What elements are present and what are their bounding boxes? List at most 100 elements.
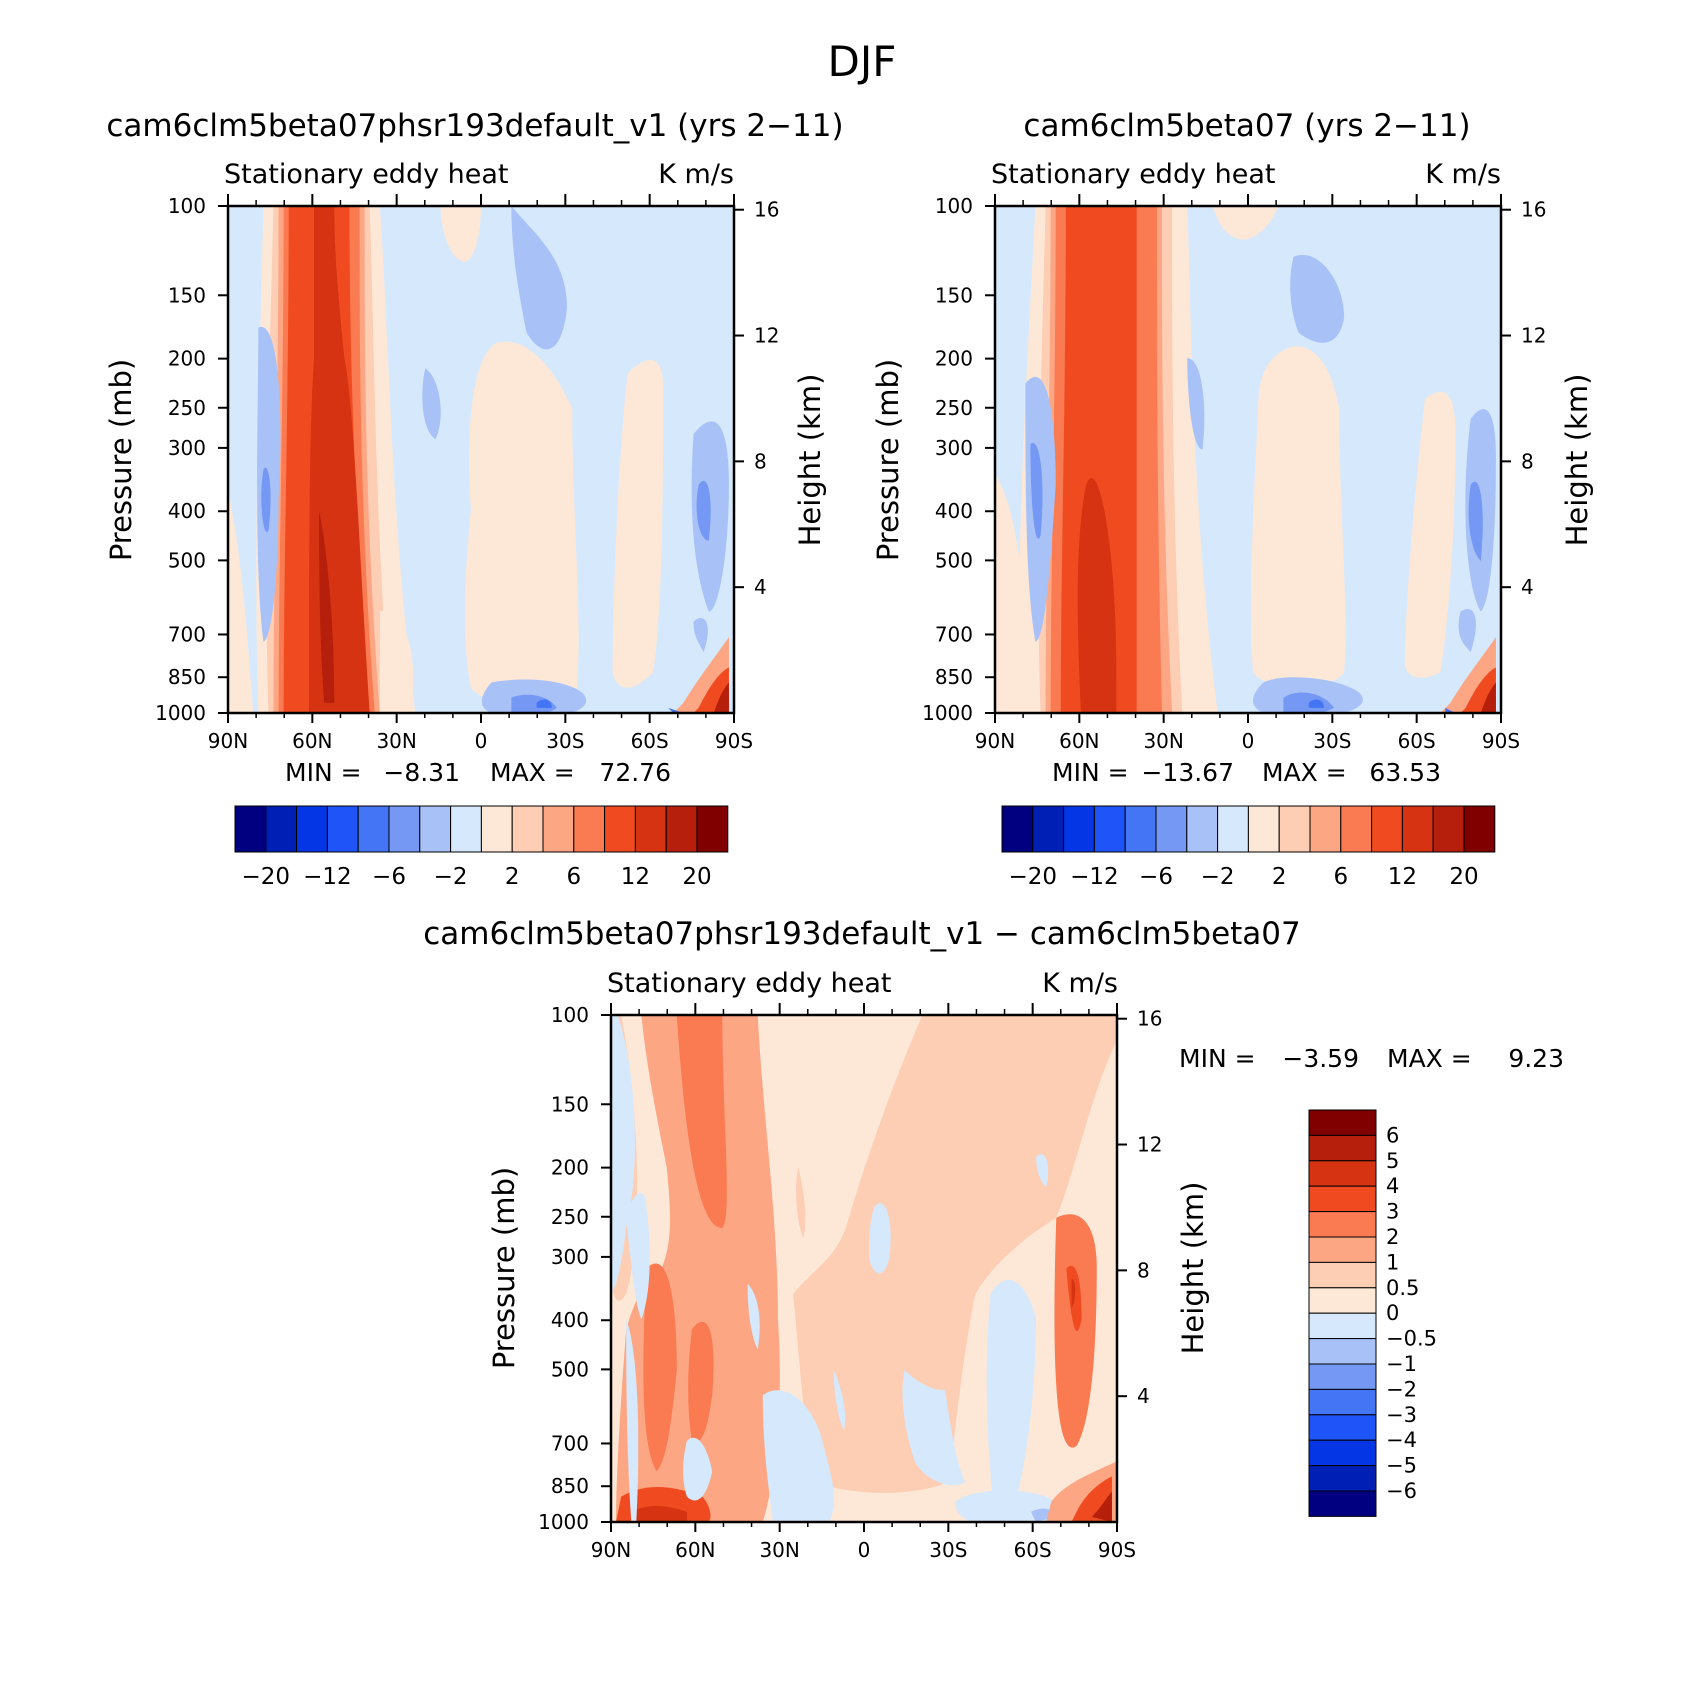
y-tick-label: 700 <box>935 622 973 646</box>
contour-region <box>611 1015 636 1294</box>
colorbar-swatch <box>1308 1134 1377 1162</box>
contour-region <box>796 1167 806 1239</box>
colorbar-swatch <box>634 805 667 853</box>
colorbar-tick-label: −3 <box>1386 1403 1417 1427</box>
height-tick-label: 4 <box>754 575 767 599</box>
y-tick-label: 400 <box>935 499 973 523</box>
panel-right-subtitle: K m/s <box>1042 968 1118 999</box>
contour-region <box>693 617 708 653</box>
colorbar-swatch <box>1371 805 1403 853</box>
x-tick-label: 30S <box>546 729 584 753</box>
contour-plot-area <box>228 206 734 713</box>
colorbar-swatch <box>1308 1109 1377 1136</box>
x-tick-label: 0 <box>858 1538 871 1562</box>
colorbar-swatch <box>357 805 390 853</box>
contour-region <box>1468 481 1483 561</box>
y-tick-label: 150 <box>551 1092 589 1116</box>
colorbar-tick-label: −6 <box>1139 864 1173 890</box>
contour-region <box>902 1369 966 1486</box>
y-tick-label: 250 <box>551 1205 589 1229</box>
contour-region <box>1071 1278 1076 1310</box>
height-tick-label: 12 <box>1521 324 1546 348</box>
y-axis-right-label: Height (km) <box>1560 374 1594 547</box>
colorbar-swatch <box>1308 1312 1377 1340</box>
contour-region <box>1250 346 1346 688</box>
colorbar-swatch <box>665 805 698 853</box>
colorbar-tick-label: 0.5 <box>1386 1276 1419 1300</box>
max-value: 72.76 <box>599 758 671 787</box>
contour-region <box>1091 1491 1112 1522</box>
colorbar-swatch <box>1308 1465 1377 1492</box>
contour-region <box>1308 699 1324 708</box>
contour-region <box>1077 478 1117 713</box>
colorbar-tick-label: 2 <box>1272 864 1287 890</box>
contour-region <box>626 1192 650 1320</box>
colorbar-swatch <box>1308 1211 1377 1238</box>
colorbar-swatch <box>1093 805 1126 853</box>
max-label: MAX = <box>1387 1044 1472 1073</box>
contour-region <box>631 1506 687 1522</box>
colorbar: −20 −12 −6 −2 2 6 12 20 <box>1001 805 1496 890</box>
contour-region <box>612 359 664 688</box>
contour-region <box>319 510 335 703</box>
y-tick-label: 1000 <box>155 701 206 725</box>
contour-region <box>713 682 729 713</box>
contour-region <box>1212 206 1279 240</box>
contour-region <box>833 1369 846 1431</box>
height-tick-label: 16 <box>1137 1007 1162 1031</box>
height-tick-label: 4 <box>1521 575 1534 599</box>
y-tick-label: 150 <box>935 283 973 307</box>
max-value: 63.53 <box>1369 758 1441 787</box>
height-tick-label: 12 <box>754 324 779 348</box>
contour-region <box>511 206 568 350</box>
colorbar-swatch <box>542 805 575 853</box>
panel-right-subtitle: K m/s <box>658 159 734 190</box>
height-tick-label: 4 <box>1137 1384 1150 1408</box>
y-tick-label: 700 <box>168 622 206 646</box>
x-tick-label: 30N <box>1143 729 1183 753</box>
contour-region <box>841 1314 851 1381</box>
height-tick-label: 8 <box>1137 1258 1150 1282</box>
y-tick-label: 300 <box>935 436 973 460</box>
panel-left-subtitle: Stationary eddy heat <box>607 968 892 999</box>
colorbar-tick-label: 2 <box>1386 1225 1399 1249</box>
contour-region <box>747 1283 760 1350</box>
colorbar-swatch <box>480 805 513 853</box>
colorbar-swatch <box>1308 1261 1377 1289</box>
height-tick-label: 16 <box>1521 198 1546 222</box>
y-tick-label: 400 <box>168 499 206 523</box>
x-tick-label: 30N <box>759 1538 799 1562</box>
colorbar-swatch <box>265 805 298 853</box>
colorbar-swatch <box>1309 805 1342 853</box>
colorbar-tick-label: −0.5 <box>1386 1327 1437 1351</box>
max-label: MAX = <box>1262 758 1347 787</box>
x-tick-label: 60N <box>292 729 332 753</box>
contour-region <box>261 467 271 533</box>
contour-region <box>696 480 711 541</box>
y-tick-label: 250 <box>168 396 206 420</box>
colorbar-swatch <box>1186 805 1219 853</box>
panel-title: cam6clm5beta07 (yrs 2−11) <box>1023 108 1470 144</box>
y-tick-label: 100 <box>168 194 206 218</box>
contour-region <box>688 1321 714 1442</box>
colorbar-swatch <box>1308 1236 1377 1263</box>
colorbar-tick-label: 3 <box>1386 1200 1399 1224</box>
x-tick-label: 0 <box>475 729 488 753</box>
colorbar-tick-label: 20 <box>1449 864 1478 890</box>
max-label: MAX = <box>490 758 575 787</box>
y-axis-label: Pressure (mb) <box>871 359 905 561</box>
colorbar-swatch <box>573 805 606 853</box>
x-tick-label: 0 <box>1242 729 1255 753</box>
colorbar-swatch <box>1308 1388 1377 1416</box>
plot-axes: 90N 60N 30N 0 30S 60S 90S 100 150 200 250 300 400 500… <box>538 1003 1162 1562</box>
contour-region <box>1290 254 1345 343</box>
colorbar-swatch <box>1308 1490 1377 1517</box>
colorbar-tick-label: −12 <box>303 864 352 890</box>
x-tick-label: 90S <box>1098 1538 1136 1562</box>
contour-region <box>626 1319 639 1522</box>
height-tick-label: 8 <box>1521 449 1534 473</box>
colorbar-swatch <box>1247 805 1280 853</box>
min-label: MIN = <box>285 758 362 787</box>
colorbar-tick-label: −6 <box>1386 1479 1417 1503</box>
